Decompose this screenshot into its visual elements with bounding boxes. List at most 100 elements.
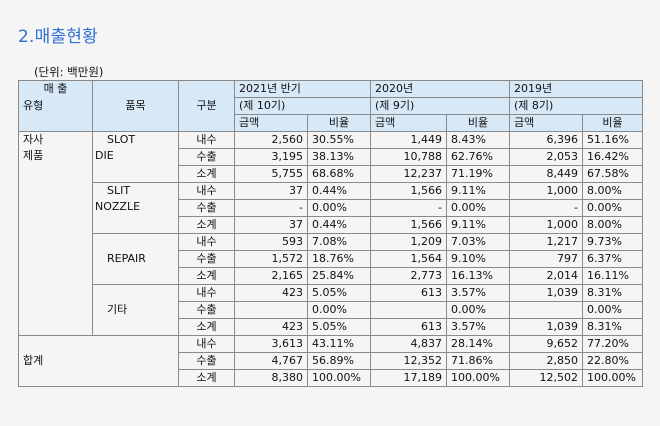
item-name-line1: SLOT xyxy=(107,133,136,146)
sales-type-line2: 제품 xyxy=(23,149,44,162)
division-cell: 내수 xyxy=(178,182,235,200)
amount-cell xyxy=(509,301,584,319)
table-row: 수출 -0.00% -0.00% -0.00% xyxy=(19,199,644,217)
amount-cell: 5,755 xyxy=(234,165,308,183)
item-name-line1: REPAIR xyxy=(107,252,146,265)
ratio-cell: 8.00% xyxy=(582,182,644,200)
table-row: REPAIR 내수 593 7.08% 1,209 7.03% 1,217 9.73% xyxy=(19,233,644,285)
ratio-cell: 18.76% xyxy=(306,250,372,268)
division-cell: 내수 xyxy=(178,284,235,302)
ratio-cell: 0.00% xyxy=(306,301,372,319)
ratio-cell: 0.44% xyxy=(306,182,372,200)
amount-cell: 17,189 xyxy=(370,369,448,387)
amount-cell: 12,502 xyxy=(509,369,584,387)
header-type-line1: 매 출 xyxy=(18,80,93,98)
header-amount-3: 금액 xyxy=(509,114,584,132)
amount-cell: 613 xyxy=(370,284,448,302)
amount-cell: 2,773 xyxy=(370,267,448,285)
item-name-cell: REPAIR xyxy=(92,233,179,285)
ratio-cell: 6.37% xyxy=(582,250,644,268)
division-cell: 내수 xyxy=(178,335,235,353)
ratio-cell: 0.00% xyxy=(582,199,644,217)
item-name-line2: NOZZLE xyxy=(95,200,141,213)
division-cell: 수출 xyxy=(178,301,235,319)
header-period-3: 2019년 xyxy=(509,80,644,98)
ratio-cell: 7.08% xyxy=(306,233,372,251)
header-term-1: (제 10기) xyxy=(233,97,372,115)
ratio-cell: 71.86% xyxy=(446,352,511,370)
amount-cell: 37 xyxy=(234,182,308,200)
ratio-cell: 43.11% xyxy=(306,335,372,353)
table-row: 기타 내수 423 5.05% 613 3.57% 1,039 8.31% xyxy=(19,284,644,336)
amount-cell: 1,566 xyxy=(370,216,448,234)
amount-cell: 9,652 xyxy=(509,335,584,353)
page-title: 2.매출현황 xyxy=(18,27,98,47)
ratio-cell: 7.03% xyxy=(446,233,511,251)
amount-cell: 12,237 xyxy=(370,165,448,183)
ratio-cell: 9.73% xyxy=(582,233,644,251)
division-cell: 수출 xyxy=(178,250,235,268)
ratio-cell: 16.13% xyxy=(446,267,511,285)
amount-cell: 613 xyxy=(370,318,448,336)
item-name-cell: 기타 xyxy=(92,284,179,336)
total-row: 합계 내수 3,613 43.11% 4,837 28.14% 9,652 77.20% xyxy=(18,335,644,387)
ratio-cell: 51.16% xyxy=(582,131,644,149)
item-name-line1: 기타 xyxy=(107,303,128,316)
amount-cell: 6,396 xyxy=(509,131,584,149)
sales-table: 매 출 품목 구분 2021년 반기 2020년 2019년 유형 (제 10기… xyxy=(18,80,644,387)
header-amount-1: 금액 xyxy=(234,114,308,132)
ratio-cell: 5.05% xyxy=(306,318,372,336)
ratio-cell: 9.11% xyxy=(446,182,511,200)
division-cell: 내수 xyxy=(178,131,235,149)
ratio-cell: 25.84% xyxy=(306,267,372,285)
amount-cell: 797 xyxy=(509,250,584,268)
amount-cell: 3,195 xyxy=(234,148,308,166)
ratio-cell: 8.31% xyxy=(582,284,644,302)
ratio-cell: 5.05% xyxy=(306,284,372,302)
amount-cell: 423 xyxy=(234,318,308,336)
item-name-line2: DIE xyxy=(95,149,114,162)
division-cell: 소계 xyxy=(178,267,235,285)
unit-label: (단위: 백만원) xyxy=(34,65,104,79)
ratio-cell: 100.00% xyxy=(582,369,644,387)
table-row: 자사 제품 SLOT DIE 내수 2,560 30.55% 1,449 8.43% 6,396 5… xyxy=(18,131,644,336)
header-period-1: 2021년 반기 xyxy=(233,80,372,98)
ratio-cell: 22.80% xyxy=(582,352,644,370)
header-term-3: (제 8기) xyxy=(509,97,644,115)
ratio-cell: 28.14% xyxy=(446,335,511,353)
ratio-cell: 8.00% xyxy=(582,216,644,234)
ratio-cell: 16.11% xyxy=(582,267,644,285)
amount-cell: 8,449 xyxy=(509,165,584,183)
ratio-cell: 16.42% xyxy=(582,148,644,166)
division-cell: 수출 xyxy=(178,148,235,166)
amount-cell: 12,352 xyxy=(370,352,448,370)
header-amount-2: 금액 xyxy=(370,114,448,132)
amount-cell: 423 xyxy=(234,284,308,302)
header-type-line2: 유형 xyxy=(18,97,93,115)
amount-cell: 1,039 xyxy=(509,318,584,336)
header-division: 구분 xyxy=(178,80,235,132)
table-row: 수출 1,572 18.76% 1,564 9.10% 797 6.37% xyxy=(19,250,644,268)
ratio-cell: 9.11% xyxy=(446,216,511,234)
amount-cell: 2,014 xyxy=(509,267,584,285)
amount-cell: 37 xyxy=(234,216,308,234)
sales-type-line1: 자사 xyxy=(23,133,44,146)
amount-cell: - xyxy=(234,199,308,217)
table-header: 매 출 품목 구분 2021년 반기 2020년 2019년 유형 (제 10기… xyxy=(18,80,644,132)
amount-cell: - xyxy=(370,199,448,217)
amount-cell xyxy=(370,301,448,319)
division-cell: 수출 xyxy=(178,199,235,217)
ratio-cell: 38.13% xyxy=(306,148,372,166)
table-body: 자사 제품 SLOT DIE 내수 2,560 30.55% 1,449 8.43% 6,396 5… xyxy=(18,131,644,387)
header-period-2: 2020년 xyxy=(370,80,511,98)
amount-cell: 1,572 xyxy=(234,250,308,268)
amount-cell: 2,165 xyxy=(234,267,308,285)
amount-cell: 2,053 xyxy=(509,148,584,166)
amount-cell: 593 xyxy=(234,233,308,251)
ratio-cell: 77.20% xyxy=(582,335,644,353)
ratio-cell: 3.57% xyxy=(446,318,511,336)
amount-cell: 1,000 xyxy=(509,182,584,200)
division-cell: 소계 xyxy=(178,318,235,336)
ratio-cell: 8.31% xyxy=(582,318,644,336)
